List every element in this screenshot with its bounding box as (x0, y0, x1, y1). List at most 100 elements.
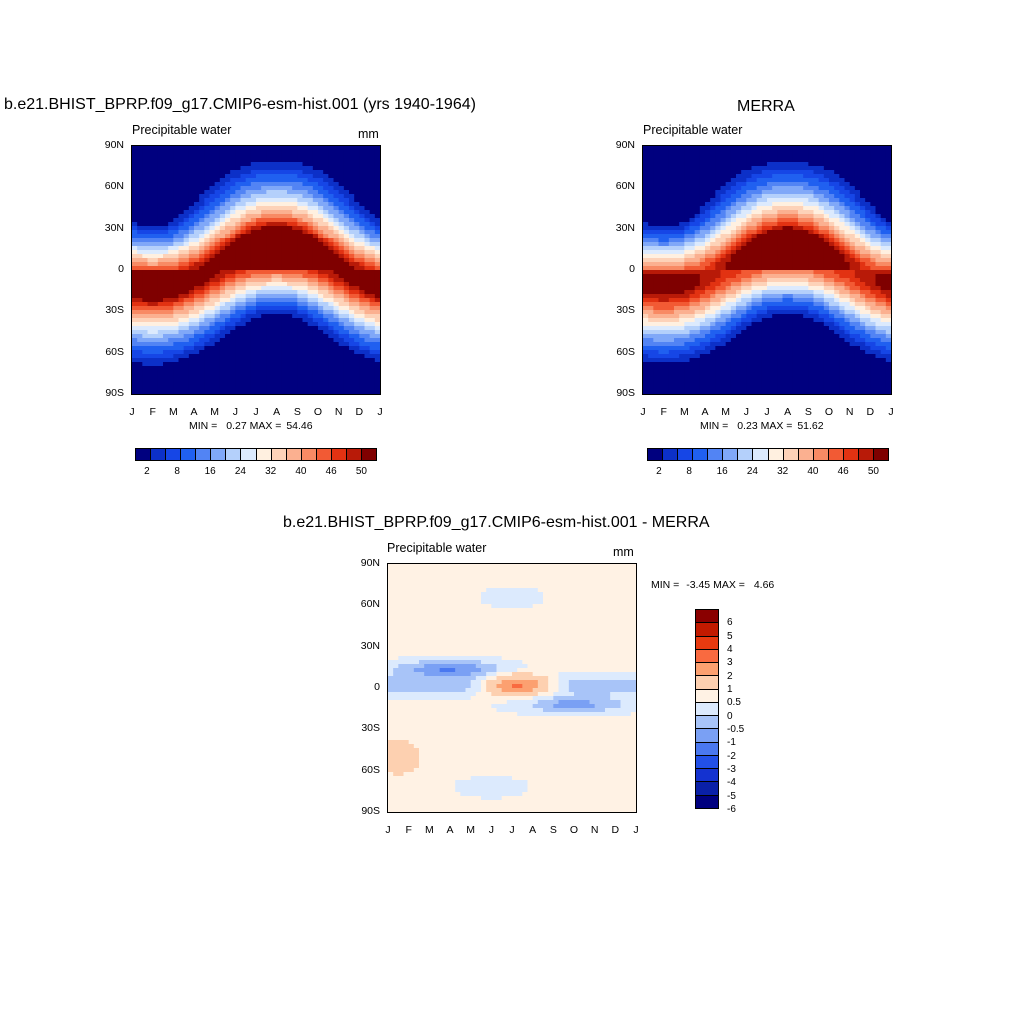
contour-cell (271, 206, 278, 211)
contour-cell (725, 146, 732, 151)
contour-cell (849, 202, 856, 207)
contour-cell (132, 266, 138, 271)
contour-cell (214, 354, 221, 359)
contour-cell (694, 174, 701, 179)
contour-cell (746, 210, 753, 215)
contour-cell (818, 278, 825, 283)
contour-cell (834, 226, 840, 231)
contour-cell (271, 238, 278, 243)
contour-cell (792, 266, 799, 271)
contour-cell (860, 290, 866, 295)
contour-cell (823, 278, 830, 283)
contour-cell (751, 170, 758, 175)
contour-cell (240, 374, 247, 379)
contour-cell (354, 158, 360, 163)
contour-cell (343, 242, 350, 247)
contour-cell (860, 298, 866, 303)
contour-cell (209, 206, 216, 211)
contour-cell (803, 182, 809, 187)
contour-cell (261, 334, 267, 339)
contour-cell (865, 190, 871, 195)
contour-cell (318, 226, 324, 231)
contour-cell (679, 222, 685, 227)
contour-cell (281, 294, 288, 299)
contour-cell (772, 298, 778, 303)
contour-cell (829, 190, 835, 195)
contour-cell (297, 354, 304, 359)
contour-cell (663, 226, 670, 231)
contour-cell (256, 198, 262, 203)
contour-cell (235, 322, 242, 327)
contour-cell (225, 250, 231, 255)
contour-cell (829, 206, 835, 211)
contour-cell (736, 206, 742, 211)
contour-cell (178, 146, 185, 151)
contour-cell (240, 290, 247, 295)
contour-cell (157, 230, 164, 235)
contour-cell (204, 366, 211, 371)
contour-cell (756, 294, 763, 299)
contour-cell (333, 146, 340, 151)
contour-cell (287, 190, 293, 195)
contour-cell (359, 258, 366, 263)
contour-cell (653, 230, 660, 235)
contour-cell (199, 162, 205, 167)
contour-cell (173, 158, 180, 163)
contour-cell (297, 186, 304, 191)
contour-cell (880, 282, 887, 287)
contour-cell (292, 266, 298, 271)
contour-cell (720, 262, 727, 267)
contour-cell (245, 330, 252, 335)
contour-cell (292, 334, 298, 339)
contour-cell (756, 166, 763, 171)
contour-cell (276, 166, 283, 171)
contour-cell (194, 158, 200, 163)
contour-cell (147, 322, 154, 327)
contour-cell (787, 158, 794, 163)
contour-cell (674, 178, 680, 183)
contour-cell (219, 262, 226, 267)
contour-cell (705, 270, 711, 275)
contour-cell (266, 218, 273, 223)
contour-cell (725, 254, 732, 259)
contour-cell (188, 158, 195, 163)
contour-cell (142, 298, 149, 303)
contour-cell (725, 190, 732, 195)
contour-cell (168, 330, 174, 335)
x-tick-label: M (210, 406, 220, 418)
contour-cell (705, 286, 711, 291)
contour-cell (147, 366, 154, 371)
contour-cell (328, 218, 335, 223)
contour-cell (834, 186, 840, 191)
contour-cell (364, 294, 371, 299)
contour-cell (648, 230, 654, 235)
contour-cell (225, 294, 231, 299)
contour-cell (245, 382, 252, 387)
contour-cell (132, 322, 138, 327)
contour-cell (147, 354, 154, 359)
contour-cell (865, 146, 871, 151)
contour-cell (364, 362, 371, 367)
contour-cell (132, 234, 138, 239)
contour-cell (736, 210, 742, 215)
contour-cell (261, 326, 267, 331)
contour-cell (281, 270, 288, 275)
contour-cell (756, 302, 763, 307)
contour-cell (137, 214, 143, 219)
contour-cell (772, 206, 778, 211)
contour-cell (157, 330, 164, 335)
contour-cell (137, 202, 143, 207)
contour-cell (823, 158, 830, 163)
contour-cell (844, 294, 851, 299)
contour-cell (823, 210, 830, 215)
contour-cell (854, 234, 861, 239)
contour-cell (349, 338, 355, 343)
contour-cell (137, 326, 143, 331)
contour-cell (132, 330, 138, 335)
contour-cell (674, 222, 680, 227)
contour-cell (694, 182, 701, 187)
contour-cell (256, 170, 262, 175)
contour-cell (333, 334, 340, 339)
contour-cell (338, 390, 345, 394)
contour-cell (147, 254, 154, 259)
